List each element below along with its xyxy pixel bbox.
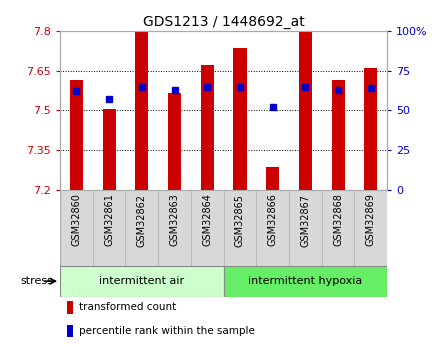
Bar xyxy=(234,48,247,190)
Bar xyxy=(224,266,387,297)
Text: GSM32864: GSM32864 xyxy=(202,194,212,246)
Text: GSM32867: GSM32867 xyxy=(300,194,310,247)
Bar xyxy=(135,32,148,190)
Title: GDS1213 / 1448692_at: GDS1213 / 1448692_at xyxy=(143,14,304,29)
Text: GSM32865: GSM32865 xyxy=(235,194,245,247)
Text: GSM32861: GSM32861 xyxy=(104,194,114,246)
Bar xyxy=(266,167,279,190)
Bar xyxy=(332,80,344,190)
Bar xyxy=(60,190,387,266)
Bar xyxy=(299,32,312,190)
Bar xyxy=(201,66,214,190)
Text: GSM32862: GSM32862 xyxy=(137,194,147,247)
Text: GSM32866: GSM32866 xyxy=(268,194,278,246)
Text: GSM32869: GSM32869 xyxy=(366,194,376,246)
Bar xyxy=(364,68,377,190)
Text: GSM32863: GSM32863 xyxy=(170,194,179,246)
Text: GSM32868: GSM32868 xyxy=(333,194,343,246)
Text: intermittent hypoxia: intermittent hypoxia xyxy=(248,276,363,286)
Text: stress: stress xyxy=(20,276,53,286)
Text: percentile rank within the sample: percentile rank within the sample xyxy=(79,326,255,336)
Bar xyxy=(60,266,224,297)
Bar xyxy=(67,325,73,337)
Text: GSM32860: GSM32860 xyxy=(72,194,81,246)
Bar xyxy=(70,80,83,190)
Bar xyxy=(103,109,116,190)
Text: transformed count: transformed count xyxy=(79,303,176,313)
Bar xyxy=(168,93,181,190)
Text: intermittent air: intermittent air xyxy=(99,276,184,286)
Bar xyxy=(67,301,73,314)
